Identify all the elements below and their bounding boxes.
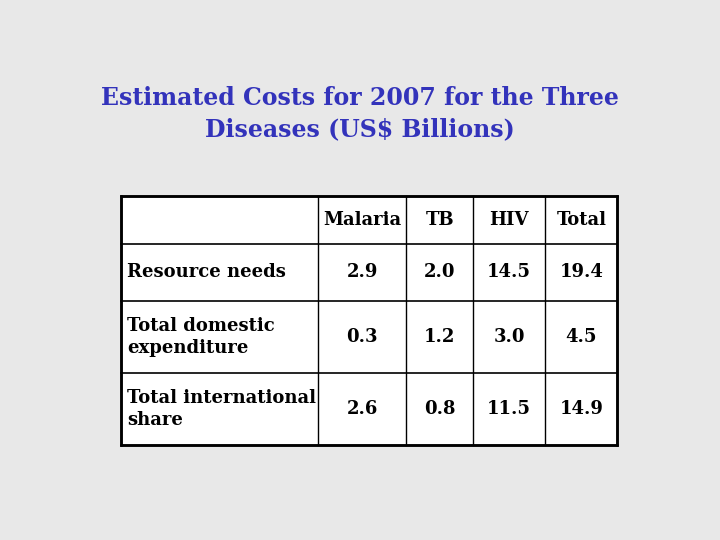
Text: 2.0: 2.0 — [424, 264, 456, 281]
Text: Estimated Costs for 2007 for the Three
Diseases (US$ Billions): Estimated Costs for 2007 for the Three D… — [101, 86, 619, 141]
Text: 0.3: 0.3 — [346, 328, 378, 346]
FancyBboxPatch shape — [121, 196, 617, 446]
Text: Total: Total — [557, 211, 606, 229]
Text: Total international
share: Total international share — [127, 389, 316, 429]
Text: 11.5: 11.5 — [487, 400, 531, 418]
Text: HIV: HIV — [490, 211, 529, 229]
Text: TB: TB — [426, 211, 454, 229]
Text: Resource needs: Resource needs — [127, 264, 287, 281]
Text: 14.5: 14.5 — [487, 264, 531, 281]
Text: 14.9: 14.9 — [559, 400, 603, 418]
Text: 3.0: 3.0 — [493, 328, 525, 346]
Text: 19.4: 19.4 — [559, 264, 603, 281]
Text: 1.2: 1.2 — [424, 328, 456, 346]
Text: 2.6: 2.6 — [346, 400, 378, 418]
Text: 4.5: 4.5 — [565, 328, 597, 346]
Text: 2.9: 2.9 — [346, 264, 378, 281]
Text: Malaria: Malaria — [323, 211, 401, 229]
Text: Total domestic
expenditure: Total domestic expenditure — [127, 317, 275, 357]
Text: 0.8: 0.8 — [424, 400, 456, 418]
